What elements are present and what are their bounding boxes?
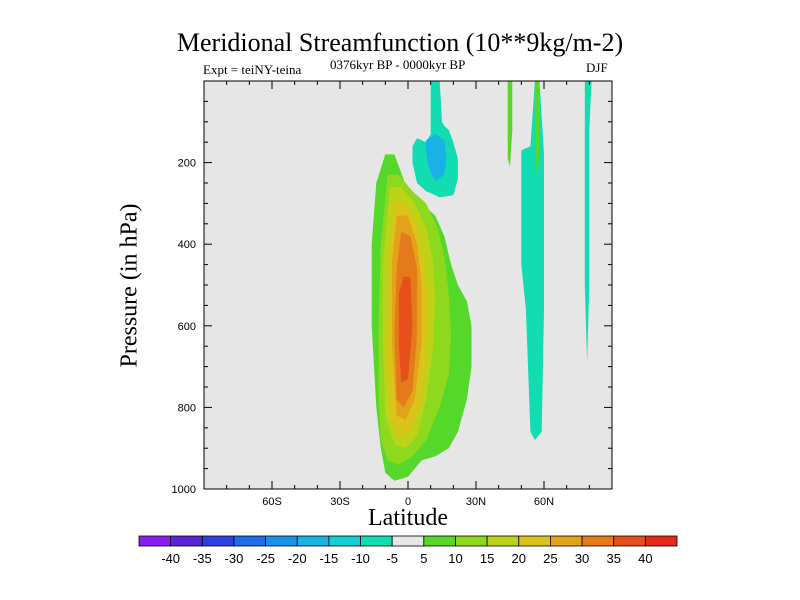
y-tick-label: 200	[178, 158, 196, 170]
colorbar: -40 -35 -30 -25 -20 -15 -10 -5 5 10 15 20 25 30 35 40	[138, 535, 678, 566]
colorbar-label: -15	[319, 551, 338, 566]
x-tick-label: 30N	[466, 496, 486, 508]
colorbar-swatch	[613, 535, 646, 547]
colorbar-label: -5	[386, 551, 398, 566]
colorbar-swatch	[455, 535, 488, 547]
colorbar-swatch	[170, 535, 203, 547]
colorbar-label: -40	[161, 551, 180, 566]
colorbar-swatch	[360, 535, 393, 547]
contour-region-5-9	[507, 81, 513, 167]
colorbar-label: -20	[288, 551, 307, 566]
colorbar-swatch	[486, 535, 520, 547]
y-tick-label: 1000	[172, 484, 196, 496]
x-tick-label: 60N	[534, 496, 554, 508]
contour-region-35-6	[398, 276, 413, 383]
colorbar-swatch	[391, 535, 425, 547]
colorbar-swatch	[201, 535, 235, 547]
colorbar-label: -35	[193, 551, 212, 566]
contour-region--5-10	[521, 81, 544, 440]
colorbar-swatch	[296, 535, 330, 547]
season-label: DJF	[586, 60, 608, 75]
colorbar-swatch	[644, 535, 678, 547]
y-tick-label: 800	[178, 402, 196, 414]
chart-title: Meridional Streamfunction (10**9kg/m-2)	[176, 28, 624, 57]
colorbar-swatch	[233, 535, 266, 547]
colorbar-label: 20	[512, 551, 526, 566]
colorbar-swatch	[550, 535, 583, 547]
y-axis-label: Pressure (in hPa)	[116, 203, 143, 368]
colorbar-label: 25	[543, 551, 557, 566]
x-tick-label: 0	[405, 496, 411, 508]
colorbar-swatch	[518, 535, 551, 547]
x-tick-label: 30S	[330, 496, 350, 508]
contour-region--5-11	[584, 81, 592, 363]
colorbar-label: 15	[480, 551, 494, 566]
colorbar-swatch	[423, 535, 456, 547]
colorbar-swatch	[581, 535, 615, 547]
axis-ticks: 60S 30S 0 30N 60N 200 400 600 800 1000	[172, 80, 613, 508]
x-axis-label: Latitude	[368, 505, 448, 531]
y-tick-label: 400	[178, 239, 196, 251]
colorbar-swatch	[328, 535, 361, 547]
colorbar-label: -25	[256, 551, 275, 566]
y-tick-label: 600	[178, 321, 196, 333]
colorbar-label: 35	[606, 551, 620, 566]
x-tick-label: 60S	[262, 496, 282, 508]
colorbar-label: 40	[638, 551, 652, 566]
contour-region--10-8	[426, 134, 447, 181]
colorbar-swatch	[265, 535, 298, 547]
colorbar-label: -10	[351, 551, 370, 566]
contour-fills	[371, 81, 592, 481]
period-label: 0376kyr BP - 0000kyr BP	[330, 57, 466, 72]
colorbar-label: 10	[448, 551, 462, 566]
colorbar-swatch	[138, 535, 172, 547]
colorbar-label: 30	[575, 551, 589, 566]
contour-region-5-12	[534, 81, 540, 183]
experiment-label: Expt = teiNY-teina	[203, 62, 302, 77]
colorbar-label: -30	[225, 551, 244, 566]
colorbar-label: 5	[420, 551, 427, 566]
